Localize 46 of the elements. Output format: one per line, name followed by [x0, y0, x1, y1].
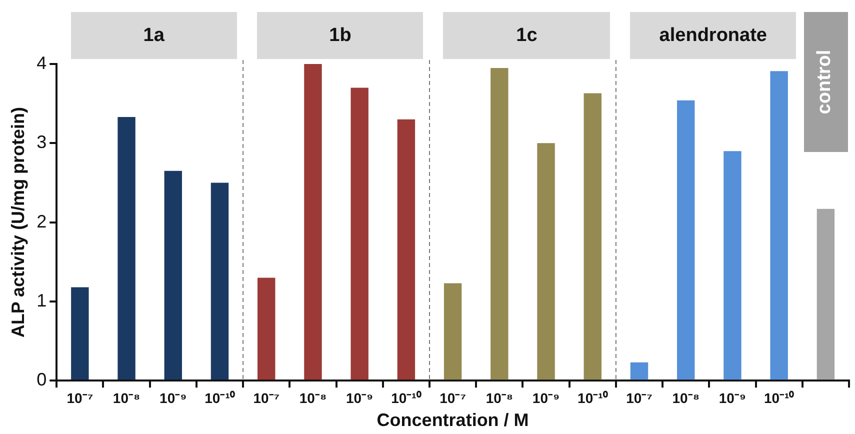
x-tick-label: 10⁻¹⁰: [204, 390, 235, 406]
y-tick-label: 2: [36, 211, 47, 232]
bar: [304, 64, 322, 380]
group-header: 1a: [70, 12, 238, 59]
group-header: 1c: [443, 12, 610, 59]
x-tick-label: 10⁻⁸: [486, 390, 514, 406]
bar: [350, 88, 368, 380]
bar: [164, 170, 182, 380]
x-tick-label: 10⁻⁷: [440, 390, 466, 406]
group-header: control: [804, 12, 848, 152]
x-tick-label: 10⁻⁷: [66, 390, 94, 406]
bar: [770, 71, 788, 380]
bar: [724, 151, 742, 380]
y-axis-title: ALP activity (U/mg protein): [8, 106, 28, 338]
bar: [71, 287, 89, 380]
y-tick-label: 0: [36, 370, 47, 390]
group-header: 1b: [257, 12, 424, 59]
bar: [677, 100, 695, 380]
x-tick-label: 10⁻⁷: [626, 390, 653, 406]
bar: [397, 119, 416, 380]
y-tick-label: 1: [36, 290, 47, 310]
x-tick-label: 10⁻⁷: [253, 390, 280, 406]
x-tick-label: 10⁻⁸: [299, 390, 327, 406]
group-header: alendronate: [630, 12, 796, 59]
y-tick-label: 3: [36, 132, 47, 152]
bar: [816, 208, 835, 380]
x-tick-label: 10⁻⁸: [112, 390, 140, 406]
x-axis-title: Concentration / M: [376, 410, 529, 430]
x-tick-label: 10⁻⁹: [718, 390, 746, 406]
y-tick-label: 4: [36, 52, 47, 73]
bar: [210, 182, 229, 380]
bar: [584, 93, 602, 380]
bar: [258, 278, 276, 380]
x-tick-label: 10⁻⁹: [346, 390, 374, 406]
bar: [118, 117, 136, 380]
bar: [490, 68, 508, 380]
bar: [537, 143, 555, 380]
x-tick-label: 10⁻¹⁰: [391, 390, 422, 406]
x-tick-label: 10⁻⁸: [672, 390, 700, 406]
annotation: control: [814, 50, 837, 114]
x-tick-label: 10⁻¹⁰: [578, 390, 608, 406]
bar: [444, 283, 462, 380]
x-tick-label: 10⁻⁹: [160, 390, 187, 406]
bar: [630, 362, 648, 380]
x-tick-label: 10⁻¹⁰: [764, 390, 794, 406]
x-tick-label: 10⁻⁹: [532, 390, 560, 406]
